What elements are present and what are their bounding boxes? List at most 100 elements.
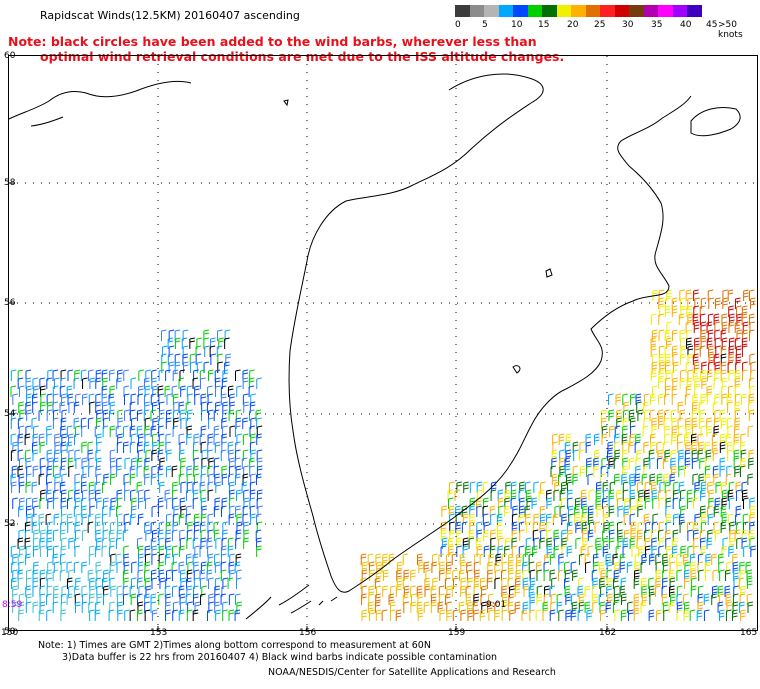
wind-barb: [456, 481, 462, 493]
wind-barb: [501, 609, 508, 621]
wind-barb: [19, 545, 25, 557]
wind-barb: [388, 593, 395, 605]
wind-barb: [641, 593, 648, 605]
wind-barb: [543, 569, 550, 581]
wind-barb: [19, 385, 25, 397]
wind-barb: [52, 465, 59, 477]
wind-barb: [116, 465, 122, 477]
wind-barb: [535, 609, 542, 621]
wind-barb: [180, 577, 186, 589]
wind-barb: [490, 537, 496, 549]
wind-barb: [668, 569, 675, 581]
wind-barb: [715, 345, 721, 357]
wind-barb: [81, 529, 88, 541]
wind-barb: [574, 505, 580, 517]
wind-barb: [24, 529, 31, 541]
wind-barb: [95, 529, 101, 541]
wind-barb: [102, 497, 109, 509]
wind-barb: [451, 553, 458, 565]
wind-barb: [109, 369, 115, 381]
colorbar-swatch: [455, 5, 470, 17]
wind-barb: [479, 609, 486, 621]
wind-barb: [704, 441, 711, 453]
wind-barb: [67, 521, 73, 533]
wind-barb: [519, 481, 525, 493]
wind-barb: [59, 465, 66, 477]
wind-barb: [88, 489, 95, 501]
wind-barb: [215, 401, 221, 413]
wind-barb: [650, 313, 657, 325]
wind-barb: [739, 601, 745, 613]
wind-barb: [234, 609, 241, 621]
wind-barb: [564, 577, 570, 589]
wind-barb: [181, 337, 188, 349]
wind-barb: [592, 577, 598, 589]
wind-barb: [526, 497, 533, 509]
wind-barb: [640, 601, 647, 613]
wind-barb: [733, 449, 740, 461]
wind-barb: [638, 545, 644, 557]
time-label-right: 9:01: [486, 600, 507, 610]
wind-barb: [137, 393, 144, 405]
wind-barb: [577, 609, 584, 621]
wind-barb: [94, 481, 101, 493]
wind-barb: [192, 377, 199, 389]
wind-barb: [536, 593, 543, 605]
wind-barb: [215, 481, 221, 493]
wind-barb: [32, 449, 39, 461]
wind-barb: [648, 577, 654, 589]
wind-barb: [678, 449, 684, 461]
wind-barb: [734, 369, 741, 381]
wind-barb: [171, 585, 178, 597]
wind-barb: [636, 537, 643, 549]
wind-barb: [472, 601, 479, 613]
wind-barb: [95, 465, 101, 477]
wind-barb: [684, 569, 690, 581]
wind-barb: [101, 369, 108, 381]
wind-barb: [102, 481, 108, 493]
wind-barb: [519, 529, 525, 541]
wind-barb: [180, 417, 187, 429]
wind-barb: [38, 409, 45, 421]
wind-barb: [234, 561, 241, 573]
wind-barb: [691, 441, 697, 453]
wind-barb: [214, 497, 221, 509]
wind-barb: [570, 561, 577, 573]
wind-barb: [728, 345, 735, 357]
wind-barb: [67, 369, 74, 381]
wind-barb: [734, 409, 741, 421]
wind-barb: [67, 393, 74, 405]
latitude-label: 56: [4, 298, 16, 308]
wind-barb: [158, 393, 164, 405]
wind-barb: [222, 401, 228, 413]
wind-barb: [173, 401, 179, 413]
wind-barb: [536, 585, 543, 597]
wind-barb: [669, 561, 676, 573]
wind-barb: [608, 537, 615, 549]
wind-barb: [88, 369, 94, 381]
wind-barb: [518, 505, 525, 517]
wind-barb: [60, 553, 66, 565]
wind-barb: [707, 289, 714, 301]
wind-barb: [102, 529, 109, 541]
wind-barb: [213, 433, 220, 445]
wind-barb: [686, 377, 693, 389]
wind-barb: [192, 489, 199, 501]
wind-barb: [664, 481, 671, 493]
wind-barb: [627, 609, 634, 621]
wind-barb: [609, 481, 616, 493]
wind-barb: [670, 449, 677, 461]
wind-barb: [714, 337, 721, 349]
wind-barb: [144, 489, 150, 501]
wind-barb: [376, 561, 382, 573]
wind-barb: [167, 337, 174, 349]
latitude-label: 54: [4, 409, 16, 419]
colorbar-swatch: [614, 5, 629, 17]
note-line-1: Note: black circles have been added to t…: [8, 34, 537, 49]
wind-barb: [691, 577, 697, 589]
wind-barb: [88, 553, 95, 565]
wind-barb: [536, 569, 543, 581]
wind-barb: [52, 569, 59, 581]
wind-barb: [504, 545, 510, 557]
wind-barb: [213, 457, 220, 469]
